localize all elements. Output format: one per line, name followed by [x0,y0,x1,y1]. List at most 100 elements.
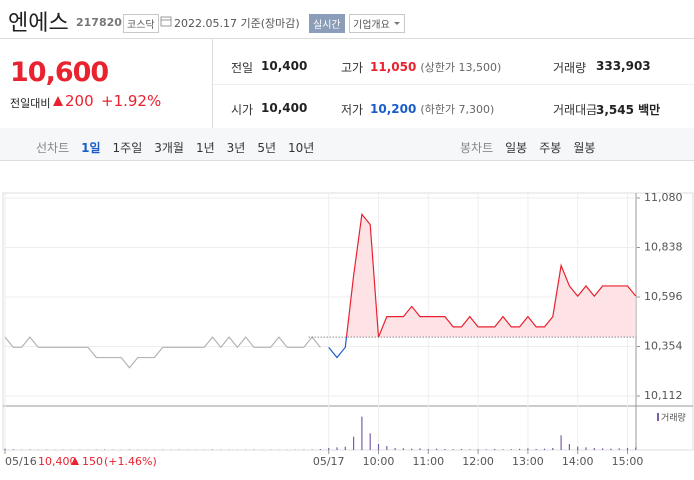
chart: 10,112 10,354 10,596 10,838 11,080 05/16 05/17… [2,191,694,468]
period-tab[interactable]: 3년 [226,141,246,155]
stat-number: 333,903 [596,59,651,73]
y-tick-label: 10,596 [644,290,683,303]
volume-bar [494,449,496,450]
stat-label: 시가 [231,103,254,117]
change-label: 전일대비 [10,97,51,110]
stat-value: 3,545 백만 [596,101,660,118]
dropdown-arrow [393,22,400,28]
x-tick-label: 12:00 [462,455,494,468]
volume-bar [452,449,454,450]
volume-bar [527,448,529,450]
candle-tab[interactable]: 월봉 [573,141,596,155]
volume-bar [460,449,463,450]
volume-bar [585,447,587,450]
volume-bar [485,449,487,450]
stat-number: 10,200 [370,102,417,116]
period-tab[interactable]: 3개월 [154,141,184,155]
volume-bar [626,448,629,450]
company-info-label: 기업개요 [353,20,390,31]
volume-bar [502,449,504,450]
quote-panel: 10,600 전일대비 200 +1.92% 전일 10,400 고가 11,050(… [0,38,694,130]
volume-bar [319,449,321,450]
volume-bar [535,449,537,450]
period-tab[interactable]: 1일 [81,141,101,155]
price-box: 10,600 전일대비 200 +1.92% [0,39,213,129]
volume-bar [29,449,31,450]
volume-bar [394,448,396,450]
volume-bar [552,448,554,450]
volume-bar [436,448,438,450]
volume-bar [328,448,330,450]
stat-number: 3,545 백만 [596,103,661,117]
volume-bar [361,416,363,450]
calendar-icon [160,16,172,27]
period-tab[interactable]: 5년 [257,141,277,155]
y-tick-label: 10,354 [644,340,683,353]
volume-bar [602,448,604,450]
y-tick-label: 10,112 [644,389,683,402]
volume-bar [386,446,388,450]
volume-bar [104,449,106,450]
footer-arrow [71,457,79,465]
tab-bar: 선차트 1일 1주일 3개월 1년 3년 5년 10년 봉차트 일봉 주봉 월봉 [0,128,694,161]
stat-number: 11,050 [370,60,417,74]
line [4,336,321,369]
line [345,212,637,338]
stat-number: 10,400 [261,101,308,115]
candle-tab[interactable]: 주봉 [539,141,562,155]
volume-bar [477,449,479,450]
volume-bar [4,448,6,450]
period-tab[interactable]: 1주일 [112,141,143,155]
period-tab[interactable]: 1년 [195,141,215,155]
volume-bar [336,447,338,450]
volume-bar [510,449,512,450]
footer-change: 150 [82,455,103,468]
footer-price: 10,400 [38,455,77,468]
volume-bar [344,446,346,450]
volume-bar [618,448,620,450]
volume-bar [377,444,380,450]
price: 10,600 [10,57,109,88]
stat-label: 저가 [341,103,364,117]
x-tick-label: 11:00 [412,455,444,468]
volume-bar [543,448,546,450]
volume-bar [568,444,570,450]
x-tick-label: 05/17 [313,455,345,468]
line-tabs: 선차트 1일 1주일 3개월 1년 3년 5년 10년 [36,137,326,156]
footer-pct: (+1.46%) [104,455,157,468]
stat-label: 전일 [231,61,254,75]
stat-value: 333,903 [596,59,651,73]
volume-bar [519,448,521,450]
chart-frame [2,192,694,451]
candle-tabs: 봉차트 일봉 주봉 월봉 [460,137,607,156]
volume-bar [353,436,355,450]
volume-bar [560,435,562,450]
realtime-badge[interactable]: 실시간 [309,14,345,33]
row-divider [213,84,694,85]
period-tab[interactable]: 10년 [288,141,315,155]
stock-name: 엔에스 [8,11,69,36]
y-tick-label: 11,080 [644,191,683,204]
change: 200 [65,92,94,110]
market-badge: 코스닥 [123,14,159,33]
stat-number: 10,400 [261,59,308,73]
company-info-button[interactable]: 기업개요 [349,14,405,33]
stat-value: 10,400 [261,59,307,73]
date: 2022.05.17 기준(장마감) [174,17,300,30]
stat-note: (상한가 13,500) [420,61,502,74]
volume-bar [610,448,612,450]
stat-note: (하한가 7,300) [420,103,495,116]
volume-bar [411,448,413,450]
x-tick-label: 15:00 [612,455,644,468]
volume-bar [635,447,637,450]
candle-tab[interactable]: 일봉 [505,141,528,155]
volume-bar [12,449,14,450]
stat-label: 거래대금 [553,103,598,117]
change-pct: +1.92% [101,92,162,110]
volume-bar [444,449,446,450]
volume-bar [469,449,471,450]
stat-value: 11,050 (상한가 13,500) [370,59,501,75]
up-arrow [53,96,63,106]
volume-bar [419,448,421,450]
